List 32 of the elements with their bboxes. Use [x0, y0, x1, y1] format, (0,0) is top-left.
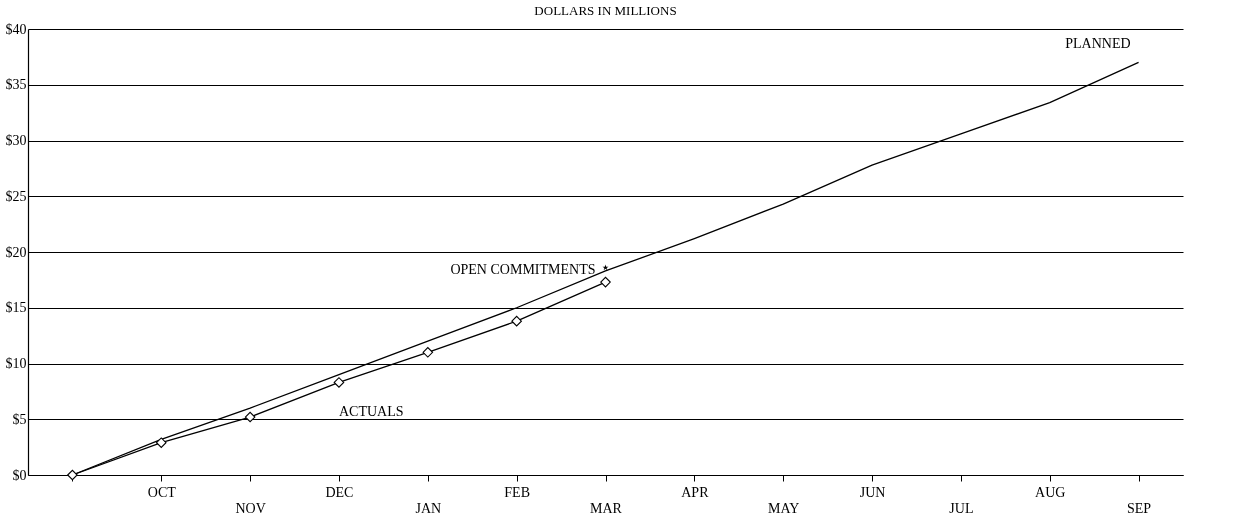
x-tick-label: JAN — [415, 500, 442, 516]
x-tick-label: MAY — [768, 500, 800, 516]
y-tick-label: $30 — [5, 133, 27, 148]
x-tick-label: AUG — [1035, 484, 1066, 500]
y-tick-label: $0 — [12, 467, 27, 483]
point — [333, 377, 345, 388]
y-tick-label: $15 — [5, 300, 27, 316]
chart-title: DOLLARS IN MILLIONS — [534, 3, 677, 18]
y-tick-label: $40 — [5, 21, 27, 37]
y-tick-label: $25 — [5, 188, 27, 204]
point — [422, 347, 434, 358]
x-tick-label: JUL — [949, 500, 974, 516]
x-tick-label: OCT — [147, 484, 177, 500]
x-tick-label: DEC — [325, 484, 354, 500]
point — [600, 276, 611, 288]
x-tick-label: JUN — [859, 484, 886, 500]
x-tick-label: SEP — [1127, 500, 1152, 516]
point — [244, 411, 256, 423]
x-tick-label: APR — [681, 484, 710, 500]
point — [155, 437, 167, 448]
series-label: ACTUALS — [338, 404, 404, 420]
point — [602, 264, 609, 271]
series-label: OPEN COMMITMENTS — [450, 261, 596, 277]
y-tick-label: $20 — [5, 244, 27, 260]
point — [511, 315, 522, 327]
y-tick-label: $35 — [5, 77, 27, 93]
x-tick-label: FEB — [504, 484, 530, 500]
x-tick-label: NOV — [235, 500, 266, 516]
y-tick-label: $5 — [12, 411, 27, 427]
y-tick-label: $10 — [5, 356, 27, 371]
x-tick-label: MAR — [590, 500, 623, 516]
series-label: PLANNED — [1065, 36, 1131, 52]
